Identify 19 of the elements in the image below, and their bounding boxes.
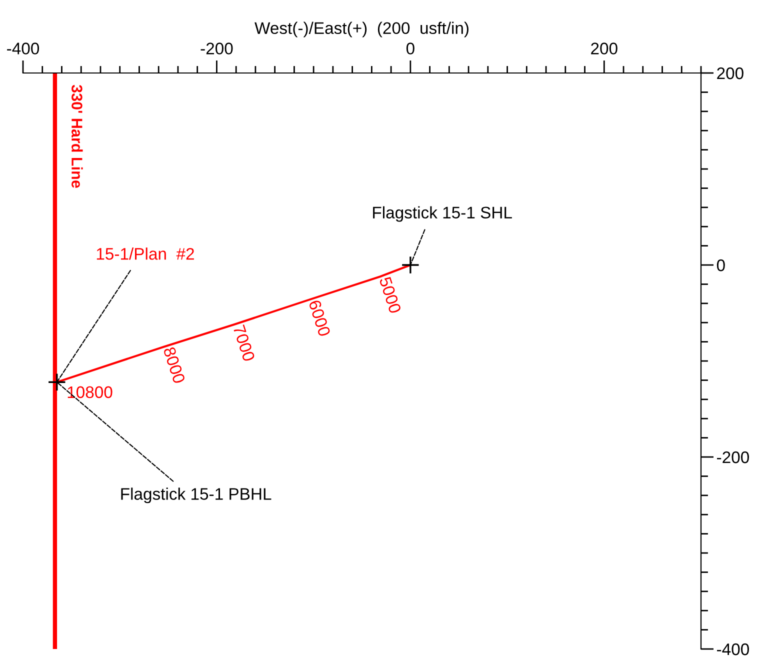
annotation: 15-1/Plan #2 [96,248,194,260]
annotation: 10800 [68,386,112,398]
x-tick-label: 0 [406,42,414,54]
x-axis-title: West(-)/East(+) (200 usft/in) [254,22,468,38]
annotation: Flagstick 15-1 PBHL [121,488,272,504]
y-tick-label: -400 [717,643,749,656]
ref-line-label: 330' Hard Line [72,84,83,188]
x-tick-label: -200 [200,42,233,54]
y-tick-label: -200 [717,451,749,464]
annotation: 6000 [308,299,331,337]
line-series [56,264,412,384]
annotation: 5000 [379,276,402,314]
annotation: 7000 [232,324,256,362]
x-tick-label: 200 [591,42,618,54]
y-tick-label: 200 [717,67,744,80]
x-tick-label: -400 [7,42,40,54]
annotation: 8000 [163,346,186,384]
y-tick-label: 0 [716,259,725,272]
annotation: Flagstick 15-1 SHL [373,206,512,222]
